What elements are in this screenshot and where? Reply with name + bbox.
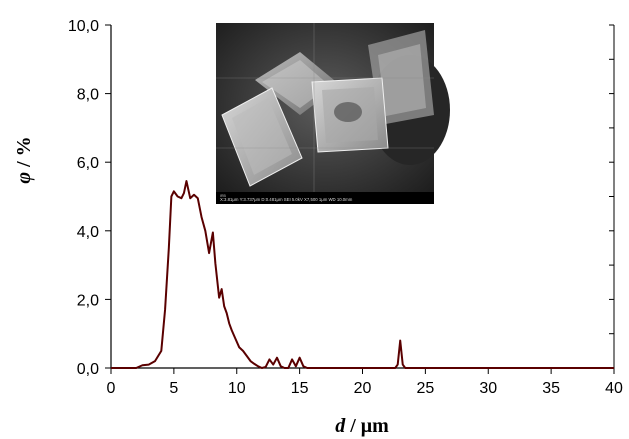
x-axis-title: d / μm bbox=[335, 415, 389, 437]
x-tick-label: 25 bbox=[416, 380, 434, 397]
x-tick-label: 10 bbox=[228, 380, 246, 397]
sem-footer-text: X:3.81μm Y:3.737μm D:0.481μm SEI 5.0kV X… bbox=[220, 197, 353, 202]
x-tick-label: 40 bbox=[605, 380, 623, 397]
y-tick-label: 6,0 bbox=[77, 155, 99, 172]
y-tick-label: 4,0 bbox=[77, 224, 99, 241]
x-axis-unit: / μm bbox=[345, 415, 389, 437]
x-axis-variable: d bbox=[335, 415, 346, 437]
distribution-line bbox=[111, 180, 614, 369]
y-axis-unit: / % bbox=[13, 136, 35, 172]
x-tick-label: 5 bbox=[169, 380, 178, 397]
y-tick-label: 8,0 bbox=[77, 87, 99, 104]
y-tick-label: 0,0 bbox=[77, 361, 99, 378]
y-axis-title: φ / % bbox=[13, 136, 35, 183]
sem-label: IRB bbox=[220, 194, 227, 198]
x-tick-label: 35 bbox=[542, 380, 560, 397]
y-ticks: 0,0 2,0 4,0 6,0 8,0 10,0 bbox=[68, 18, 111, 378]
y-axis-variable: φ bbox=[13, 172, 35, 184]
x-tick-label: 0 bbox=[107, 380, 116, 397]
right-axis-ticks bbox=[609, 24, 614, 369]
y-tick-label: 2,0 bbox=[77, 292, 99, 309]
x-tick-label: 30 bbox=[479, 380, 497, 397]
y-tick-label: 10,0 bbox=[68, 18, 99, 35]
x-tick-label: 15 bbox=[291, 380, 309, 397]
sem-micrograph-inset: X:3.81μm Y:3.737μm D:0.481μm SEI 5.0kV X… bbox=[216, 23, 450, 204]
x-tick-label: 20 bbox=[354, 380, 372, 397]
x-ticks: 0 5 10 15 20 25 30 35 40 bbox=[107, 368, 623, 397]
